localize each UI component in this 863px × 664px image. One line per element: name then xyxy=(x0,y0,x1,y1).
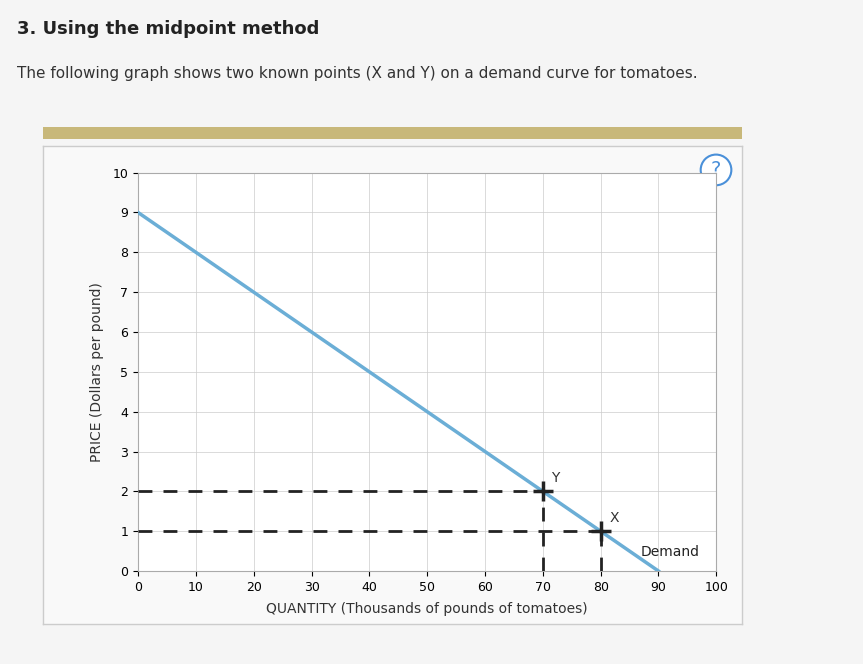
Text: X: X xyxy=(609,511,619,525)
Y-axis label: PRICE (Dollars per pound): PRICE (Dollars per pound) xyxy=(90,282,104,461)
Text: 3. Using the midpoint method: 3. Using the midpoint method xyxy=(17,20,319,38)
Text: Y: Y xyxy=(551,471,560,485)
Text: ?: ? xyxy=(711,161,721,179)
Text: Demand: Demand xyxy=(641,545,700,559)
Text: The following graph shows two known points (X and Y) on a demand curve for tomat: The following graph shows two known poin… xyxy=(17,66,698,82)
X-axis label: QUANTITY (Thousands of pounds of tomatoes): QUANTITY (Thousands of pounds of tomatoe… xyxy=(267,602,588,616)
